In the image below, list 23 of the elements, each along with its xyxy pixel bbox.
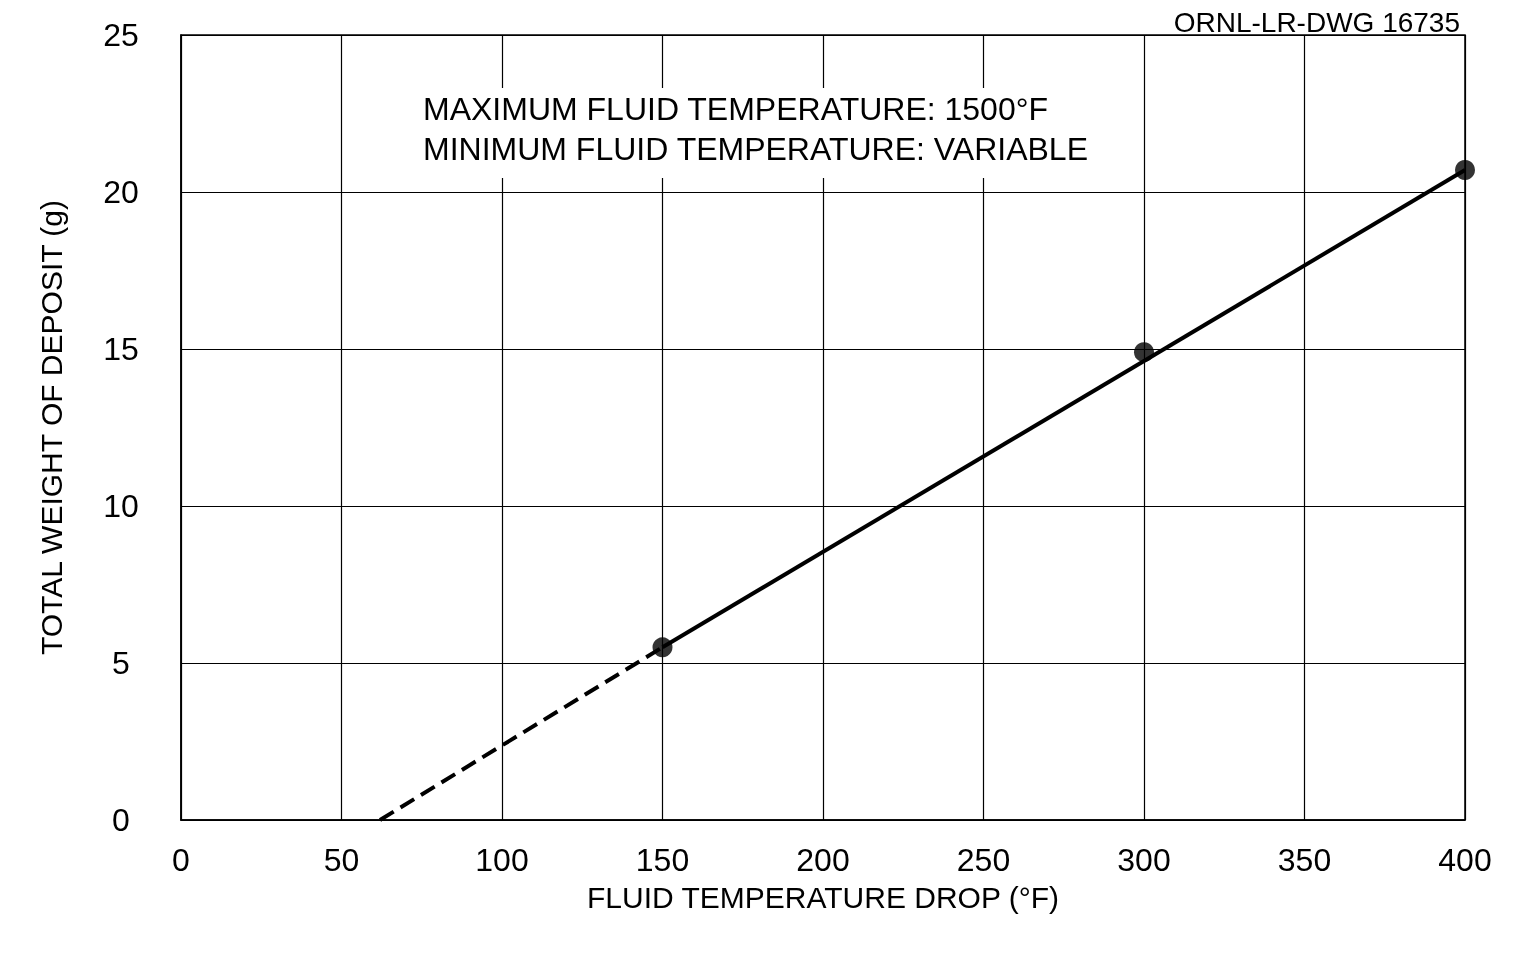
y-tick-label: 20 [103,174,139,210]
point [652,637,673,658]
y-tick-label: 0 [112,802,130,838]
y-tick-label: 10 [103,488,139,524]
x-tick-label: 300 [1117,842,1171,878]
annotation: MINIMUM FLUID TEMPERATURE: VARIABLE [423,131,1088,167]
x-tick-label: 50 [323,842,360,878]
x-axis-title: FLUID TEMPERATURE DROP (°F) [586,880,1060,914]
x-tick-label: 150 [635,842,690,878]
x-tick-label: 100 [475,842,529,878]
annotation: ORNL-LR-DWG 16735 [1173,6,1461,38]
y-axis-title: TOTAL WEIGHT OF DEPOSIT (g) [34,199,68,656]
x-tick-label: 250 [956,842,1011,878]
x-tick-label: 350 [1277,842,1332,878]
x-tick-label: 200 [796,842,850,878]
annotation: MAXIMUM FLUID TEMPERATURE: 1500°F [423,91,1049,127]
point [1455,160,1475,181]
x-tick-label: 0 [172,842,190,878]
y-tick-label: 5 [112,645,130,681]
point [1134,342,1154,363]
x-tick-label: 400 [1438,842,1492,878]
y-tick-label: 15 [103,331,139,367]
y-tick-label: 25 [103,17,139,53]
